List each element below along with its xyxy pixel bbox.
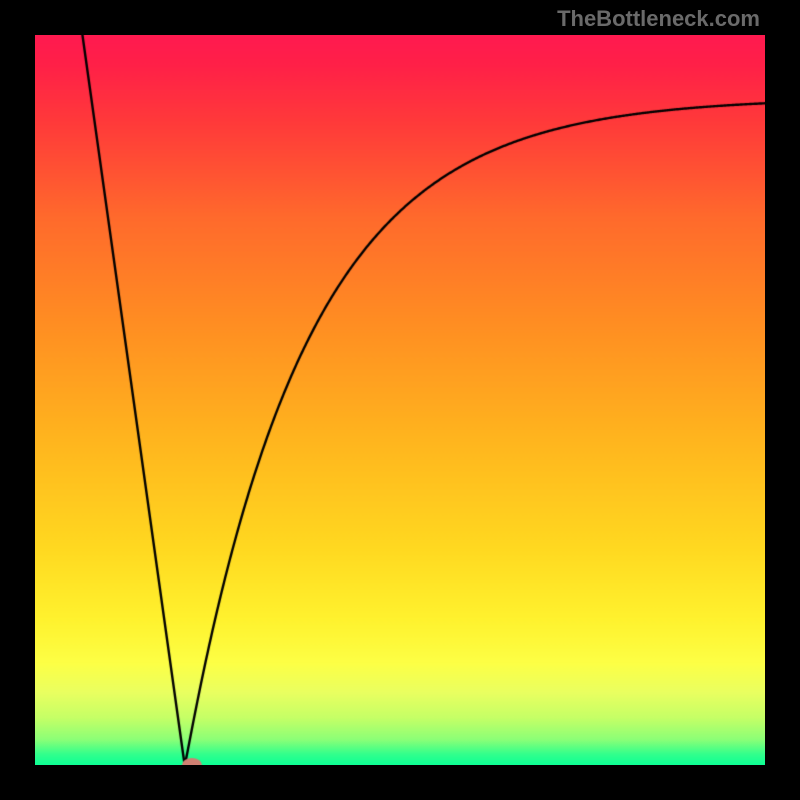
watermark-text: TheBottleneck.com: [557, 6, 760, 32]
chart-stage: TheBottleneck.com: [0, 0, 800, 800]
minimum-marker: [182, 758, 202, 772]
bottleneck-curve: [35, 35, 765, 765]
plot-area: [35, 35, 765, 765]
